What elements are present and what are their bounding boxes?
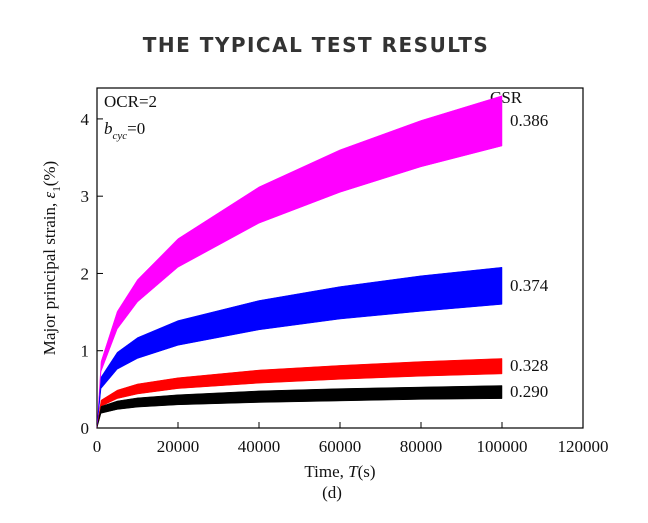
band bbox=[96, 95, 503, 429]
series-label: 0.374 bbox=[510, 276, 549, 295]
annotation-sub: cyc bbox=[113, 130, 128, 142]
x-label-part: T bbox=[348, 462, 359, 481]
series-label: 0.386 bbox=[510, 111, 548, 130]
y-label-part: Major principal strain, bbox=[40, 198, 59, 355]
series-label: 0.290 bbox=[510, 382, 548, 401]
band bbox=[96, 266, 503, 429]
x-tick-label: 80000 bbox=[400, 437, 443, 456]
annotation-part: =0 bbox=[127, 119, 145, 138]
band bbox=[96, 358, 503, 429]
y-label-part: ε bbox=[40, 191, 59, 198]
x-tick-label: 40000 bbox=[238, 437, 281, 456]
caption: (d) bbox=[322, 483, 342, 502]
x-tick-label: 0 bbox=[93, 437, 102, 456]
y-tick-label: 2 bbox=[81, 264, 90, 283]
x-tick-label: 120000 bbox=[558, 437, 609, 456]
x-label-part: Time, bbox=[304, 462, 348, 481]
series-label: 0.328 bbox=[510, 356, 548, 375]
x-axis-label: Time, T(s) bbox=[304, 462, 375, 481]
y-axis-label: Major principal strain, ε1(%) bbox=[40, 161, 63, 355]
annotation: OCR=2 bbox=[104, 92, 157, 111]
x-tick-label: 20000 bbox=[157, 437, 200, 456]
y-label-sub: 1 bbox=[51, 186, 63, 192]
page-title: THE TYPICAL TEST RESULTS bbox=[143, 33, 490, 57]
y-tick-label: 4 bbox=[81, 110, 90, 129]
annotation-part: b bbox=[104, 119, 113, 138]
x-tick-label: 60000 bbox=[319, 437, 362, 456]
x-label-part: (s) bbox=[358, 462, 376, 481]
y-tick-label: 3 bbox=[81, 187, 90, 206]
x-tick-label: 100000 bbox=[477, 437, 528, 456]
y-tick-label: 1 bbox=[81, 342, 90, 361]
annotation: bcyc=0 bbox=[104, 119, 145, 142]
y-label-part: (%) bbox=[40, 161, 59, 186]
band bbox=[96, 385, 503, 429]
y-tick-label: 0 bbox=[81, 419, 90, 438]
